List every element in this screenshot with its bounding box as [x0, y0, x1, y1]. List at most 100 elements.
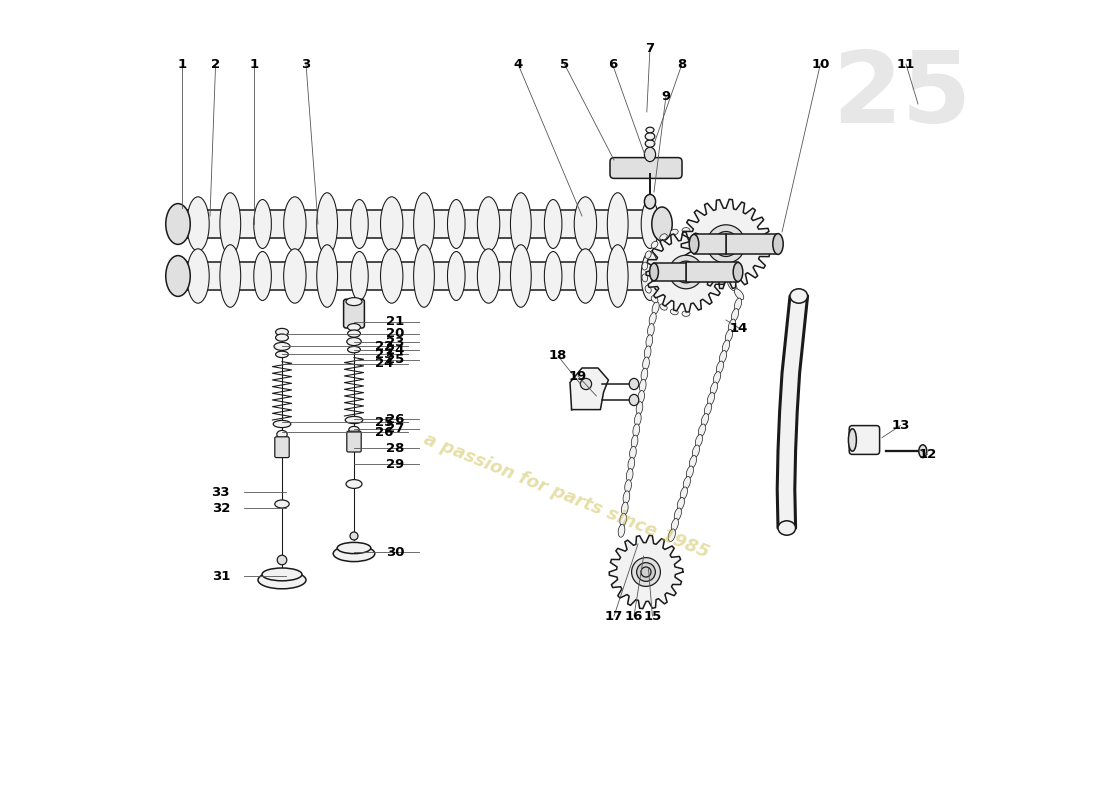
Ellipse shape: [778, 521, 795, 535]
Text: 1: 1: [250, 58, 258, 70]
FancyBboxPatch shape: [849, 426, 880, 454]
Ellipse shape: [790, 289, 807, 303]
Ellipse shape: [351, 199, 369, 249]
Ellipse shape: [629, 446, 636, 459]
Polygon shape: [654, 263, 686, 281]
Ellipse shape: [414, 193, 435, 255]
Ellipse shape: [623, 491, 630, 504]
Ellipse shape: [642, 274, 648, 282]
Text: 4: 4: [514, 58, 522, 70]
Ellipse shape: [477, 249, 499, 303]
Text: 16: 16: [625, 610, 644, 622]
Ellipse shape: [346, 298, 362, 306]
Text: 6: 6: [608, 58, 617, 70]
Text: 30: 30: [386, 546, 405, 558]
Ellipse shape: [642, 262, 648, 270]
Text: 21: 21: [386, 315, 405, 328]
Ellipse shape: [734, 262, 742, 282]
Ellipse shape: [728, 280, 737, 291]
Ellipse shape: [275, 500, 289, 508]
Ellipse shape: [276, 328, 288, 336]
Circle shape: [675, 261, 697, 283]
Ellipse shape: [690, 455, 696, 468]
Text: 25: 25: [833, 47, 971, 145]
Text: 24: 24: [386, 344, 405, 357]
Ellipse shape: [276, 351, 288, 358]
Ellipse shape: [381, 197, 403, 251]
Text: 5: 5: [560, 58, 569, 70]
Ellipse shape: [670, 229, 679, 235]
Ellipse shape: [338, 542, 371, 554]
Text: 15: 15: [644, 610, 661, 622]
Circle shape: [714, 231, 738, 257]
Ellipse shape: [607, 193, 628, 255]
Ellipse shape: [650, 263, 659, 281]
Ellipse shape: [645, 251, 651, 258]
Ellipse shape: [350, 532, 358, 540]
Ellipse shape: [645, 194, 656, 209]
Ellipse shape: [629, 394, 639, 406]
Ellipse shape: [652, 302, 659, 314]
Ellipse shape: [686, 466, 693, 478]
Ellipse shape: [636, 402, 642, 414]
Ellipse shape: [668, 529, 675, 542]
Text: 11: 11: [896, 58, 915, 70]
Ellipse shape: [642, 357, 649, 370]
Ellipse shape: [510, 193, 531, 255]
Ellipse shape: [660, 234, 668, 240]
Ellipse shape: [274, 342, 290, 350]
Ellipse shape: [273, 421, 290, 427]
Ellipse shape: [621, 502, 628, 515]
Ellipse shape: [629, 378, 639, 390]
Ellipse shape: [641, 251, 659, 301]
Ellipse shape: [695, 434, 703, 447]
Polygon shape: [646, 232, 726, 312]
Text: 32: 32: [211, 502, 230, 514]
Ellipse shape: [651, 242, 658, 248]
Ellipse shape: [258, 571, 306, 589]
Ellipse shape: [166, 255, 190, 296]
Circle shape: [719, 238, 733, 250]
Ellipse shape: [649, 313, 657, 326]
Ellipse shape: [918, 445, 927, 458]
Ellipse shape: [607, 245, 628, 307]
Ellipse shape: [381, 249, 403, 303]
Text: a passion for parts since 1985: a passion for parts since 1985: [420, 430, 712, 562]
Ellipse shape: [448, 251, 465, 301]
Ellipse shape: [645, 286, 651, 293]
Ellipse shape: [725, 330, 733, 342]
Circle shape: [707, 225, 745, 263]
Ellipse shape: [635, 413, 641, 426]
Ellipse shape: [284, 197, 306, 251]
Text: 14: 14: [729, 322, 748, 334]
Ellipse shape: [510, 245, 531, 307]
Ellipse shape: [682, 227, 690, 233]
Ellipse shape: [638, 390, 645, 403]
Ellipse shape: [346, 480, 362, 488]
Text: 12: 12: [918, 448, 937, 461]
Ellipse shape: [719, 350, 726, 363]
Text: 22: 22: [375, 340, 393, 353]
Ellipse shape: [574, 249, 596, 303]
Ellipse shape: [848, 429, 857, 451]
Ellipse shape: [477, 197, 499, 251]
Text: 7: 7: [646, 42, 654, 54]
Ellipse shape: [704, 403, 712, 416]
Text: 25: 25: [375, 416, 393, 429]
Ellipse shape: [187, 197, 209, 251]
Polygon shape: [726, 234, 778, 254]
Ellipse shape: [728, 319, 736, 332]
Circle shape: [680, 266, 692, 278]
Ellipse shape: [660, 304, 668, 310]
Ellipse shape: [626, 469, 632, 482]
Polygon shape: [694, 234, 726, 254]
Text: 31: 31: [211, 570, 230, 582]
Ellipse shape: [682, 310, 690, 317]
Ellipse shape: [574, 197, 596, 251]
Ellipse shape: [628, 458, 635, 470]
Ellipse shape: [648, 323, 654, 337]
Ellipse shape: [651, 296, 658, 302]
Ellipse shape: [707, 393, 715, 405]
Ellipse shape: [773, 234, 783, 254]
Ellipse shape: [220, 193, 241, 255]
